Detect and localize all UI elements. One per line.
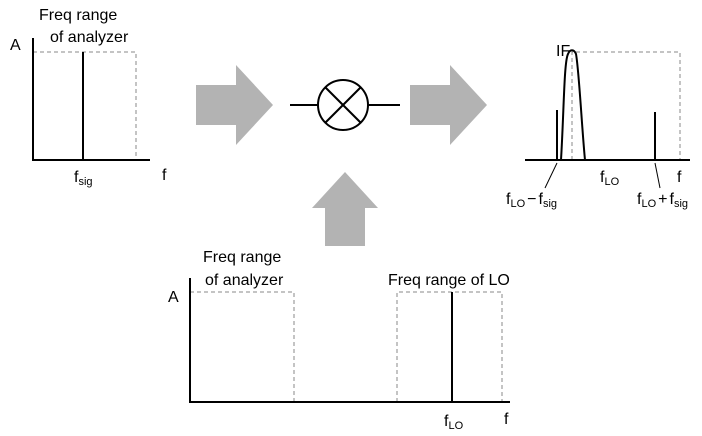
lo-spectrum: Freq range of analyzer Freq range of LO …	[168, 249, 510, 432]
axes	[189, 278, 510, 403]
lo-label: fLO	[444, 413, 464, 432]
range-label: Freq range	[203, 249, 281, 266]
range-label: of analyzer	[205, 272, 284, 289]
range-label: of analyzer	[50, 29, 129, 46]
lo-range-label: Freq range of LO	[388, 272, 510, 289]
if-label: IF	[556, 43, 570, 60]
signal-label: fsig	[74, 169, 93, 188]
lo-label: fLO	[600, 169, 620, 188]
arrow	[410, 65, 487, 145]
axes	[32, 38, 150, 161]
if-filter	[560, 49, 586, 161]
sum-label: fLO + fsig	[637, 191, 688, 210]
x-label: f	[677, 169, 682, 186]
lo-range	[396, 291, 503, 402]
analyzer-range	[571, 51, 681, 160]
input-spectrum: Freq range of analyzer A fsig f	[10, 7, 167, 188]
mixer	[290, 79, 400, 131]
output-spectrum: IF fLO fLO − fsig fLO + fsig f	[506, 43, 690, 210]
arrow	[196, 65, 273, 145]
difference-label: fLO − fsig	[506, 191, 557, 210]
leader	[544, 162, 558, 189]
leader	[654, 162, 661, 189]
y-label: A	[168, 289, 179, 306]
arrow	[312, 172, 378, 246]
analyzer-range	[33, 51, 137, 160]
y-label: A	[10, 37, 21, 54]
x-label: f	[504, 411, 509, 428]
x-label: f	[162, 167, 167, 184]
range-label: Freq range	[39, 7, 117, 24]
analyzer-range	[190, 291, 295, 402]
